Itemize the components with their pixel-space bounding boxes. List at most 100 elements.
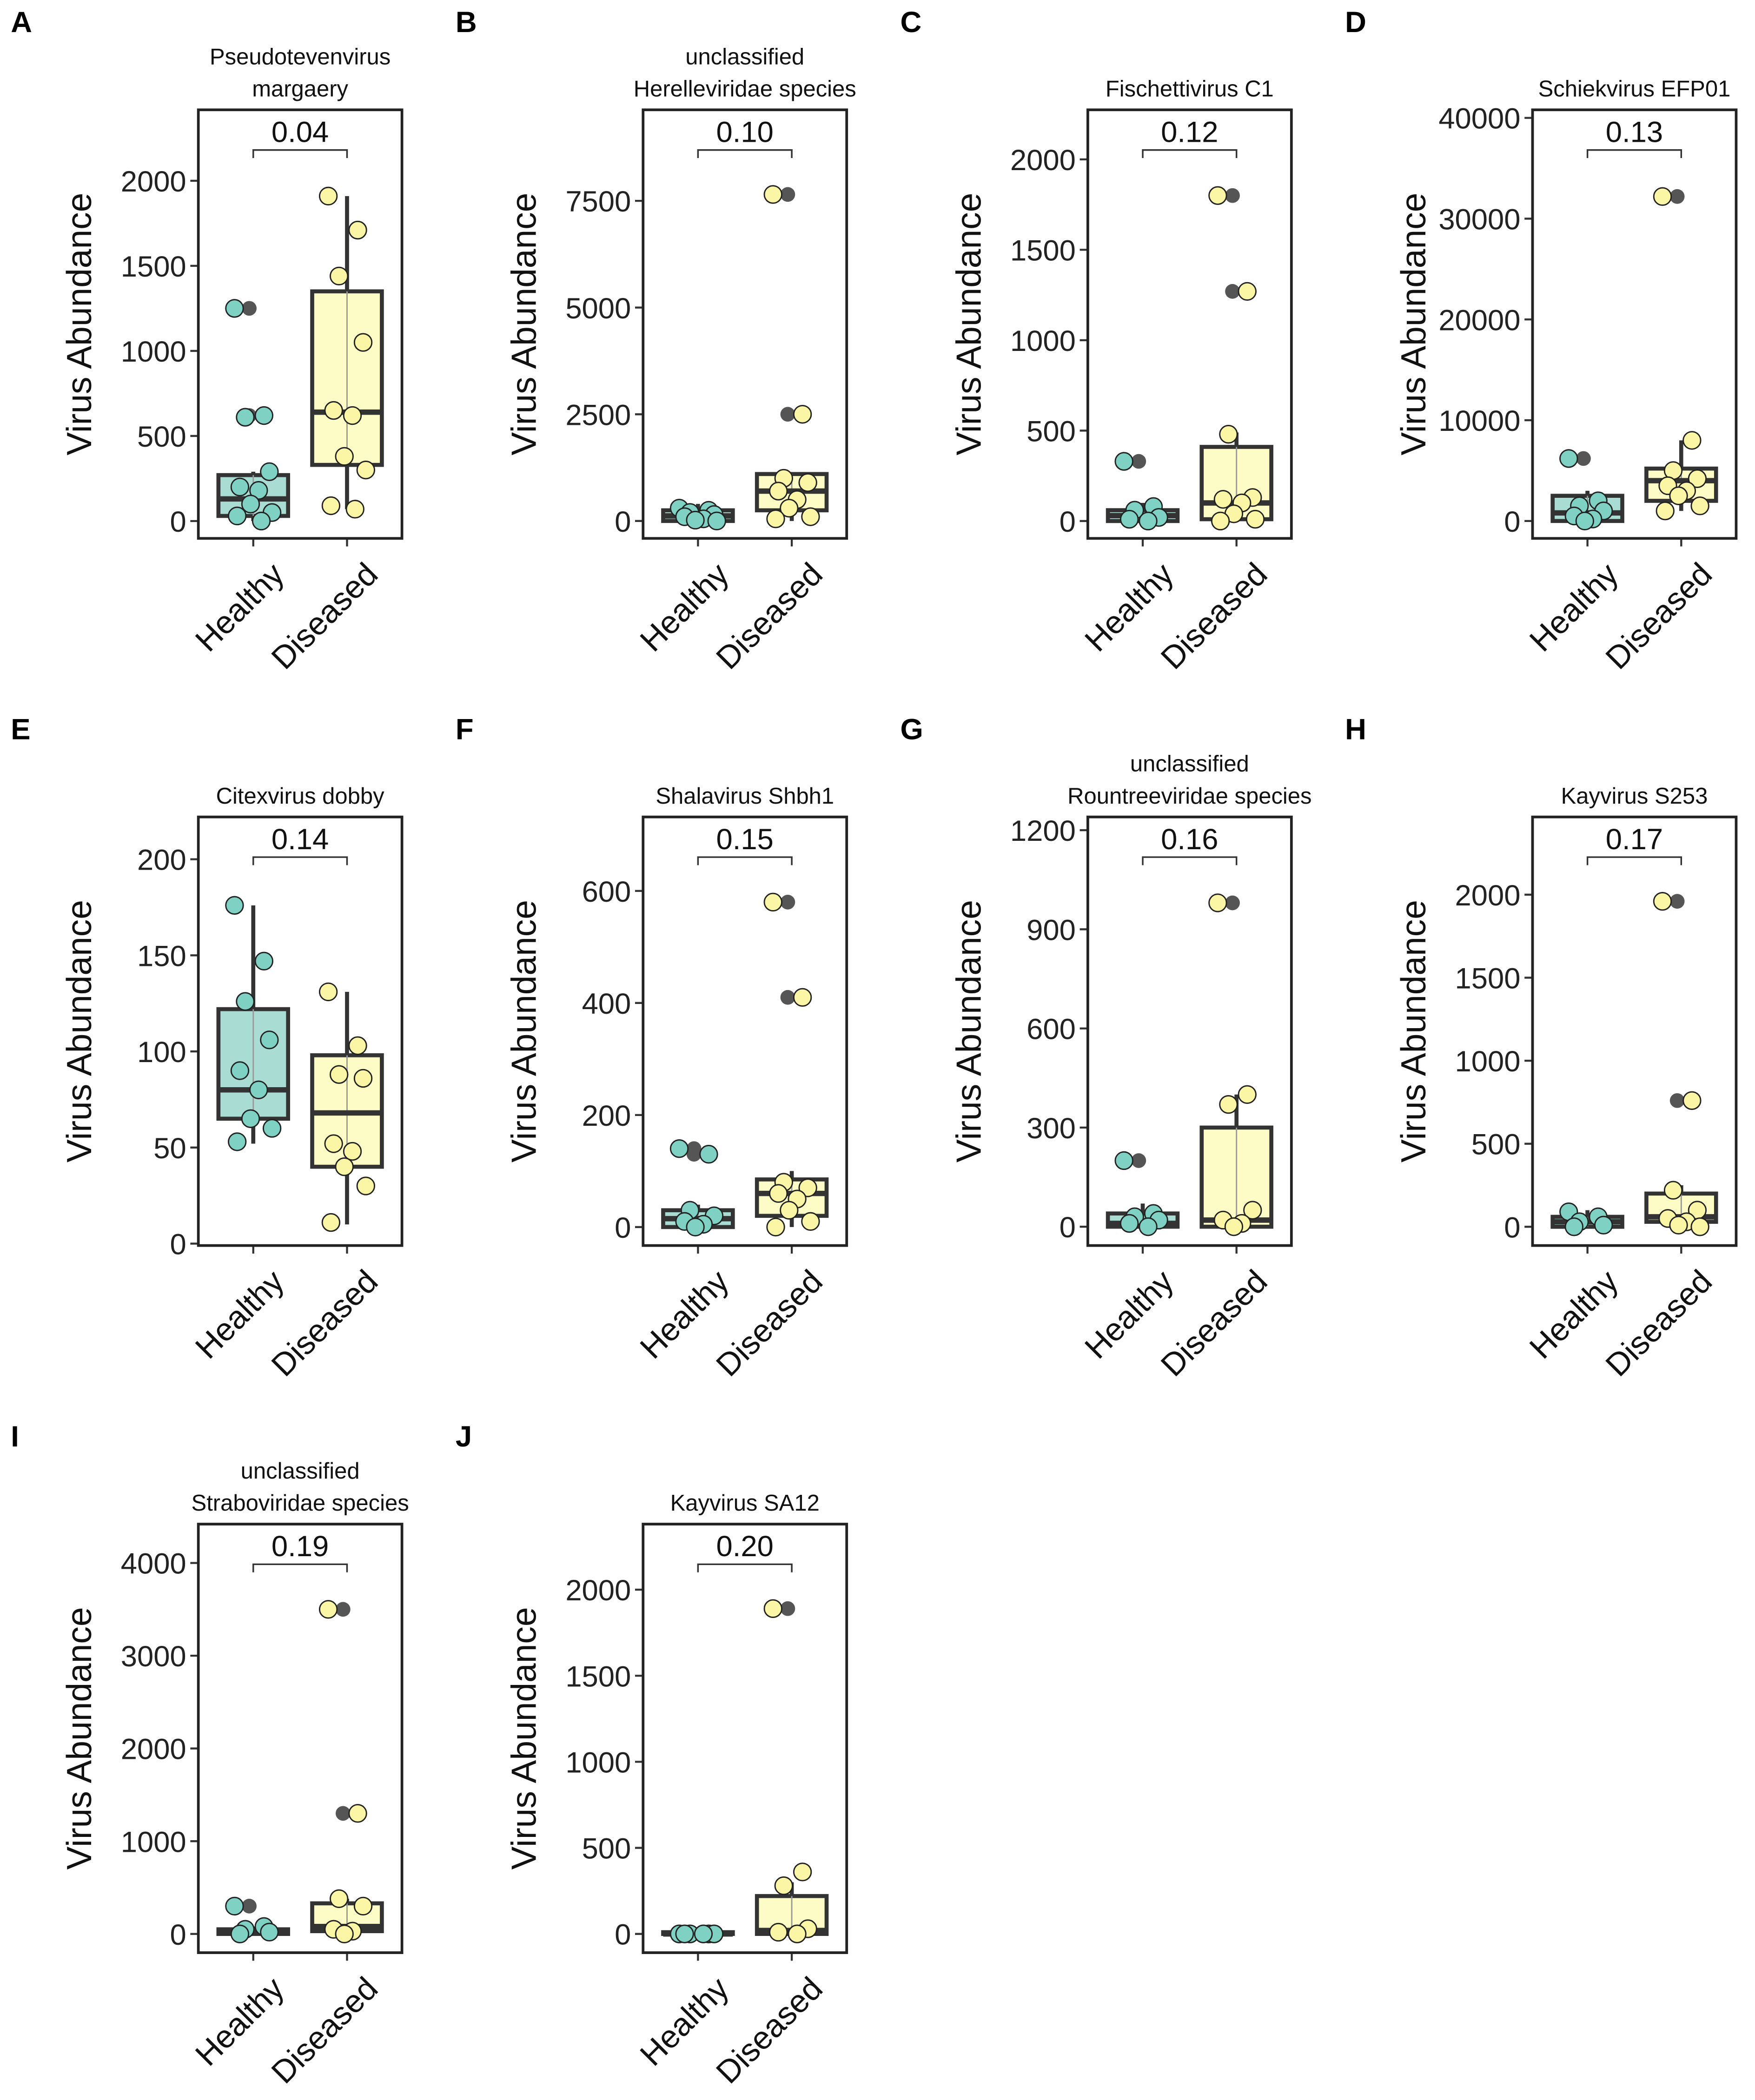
panel-title: Rountreeviridae species bbox=[1067, 784, 1311, 809]
panel-title: margaery bbox=[252, 76, 348, 101]
panel-e: E Citexvirus dobby Virus Abundance 0 50 100 15… bbox=[11, 713, 404, 1383]
diseased-point bbox=[1243, 1201, 1262, 1220]
y-tick-label: 1000 bbox=[1455, 1045, 1521, 1078]
y-tick-label: 1000 bbox=[121, 336, 186, 368]
outlier-point bbox=[780, 894, 795, 910]
outlier-point bbox=[780, 990, 795, 1005]
diseased-point bbox=[330, 1065, 349, 1084]
outlier-point bbox=[1225, 284, 1240, 299]
p-value-label: 0.14 bbox=[272, 823, 329, 856]
outlier-point bbox=[335, 1806, 351, 1821]
healthy-point bbox=[225, 1896, 244, 1916]
y-tick-label: 7500 bbox=[565, 185, 631, 218]
diseased-point bbox=[318, 186, 338, 206]
p-value-label: 0.15 bbox=[716, 823, 774, 856]
y-axis-label: Virus Abundance bbox=[949, 900, 988, 1162]
outlier-point bbox=[686, 1147, 702, 1162]
y-tick-label: 1500 bbox=[121, 251, 186, 283]
diseased-point bbox=[348, 1036, 367, 1055]
panel-title: Citexvirus dobby bbox=[216, 784, 384, 809]
panel-j: J Kayvirus SA12 Virus Abundance 0 500 1000 150… bbox=[456, 1420, 848, 2090]
panel-letter: E bbox=[11, 713, 30, 746]
healthy-point bbox=[249, 1080, 268, 1099]
y-tick-label: 500 bbox=[137, 421, 186, 453]
diseased-point bbox=[335, 1157, 354, 1176]
y-tick-label: 20000 bbox=[1438, 304, 1520, 337]
y-tick-label: 0 bbox=[615, 1212, 631, 1244]
diseased-point bbox=[348, 220, 367, 240]
y-tick-label: 200 bbox=[137, 844, 186, 877]
outlier-point bbox=[242, 1899, 257, 1914]
diseased-point bbox=[1238, 1085, 1257, 1104]
y-tick-label: 600 bbox=[582, 876, 631, 908]
y-axis-label: Virus Abundance bbox=[1394, 900, 1433, 1162]
healthy-point bbox=[230, 1061, 250, 1080]
y-axis-label: Virus Abundance bbox=[60, 1607, 99, 1870]
diseased-point bbox=[788, 1924, 807, 1943]
y-tick-label: 1000 bbox=[121, 1826, 186, 1858]
outlier-point bbox=[1669, 894, 1685, 909]
y-tick-label: 500 bbox=[1471, 1129, 1521, 1161]
plot-border bbox=[197, 108, 404, 540]
y-tick-label: 900 bbox=[1027, 914, 1076, 946]
healthy-point bbox=[260, 462, 279, 481]
healthy-point bbox=[1114, 452, 1133, 471]
y-tick-label: 2000 bbox=[1455, 879, 1521, 912]
healthy-point bbox=[236, 408, 255, 427]
plot-border bbox=[1086, 815, 1293, 1247]
diseased-point bbox=[774, 1876, 793, 1895]
outlier-point bbox=[1225, 188, 1240, 203]
diseased-point bbox=[1213, 490, 1233, 509]
diseased-point bbox=[324, 1134, 343, 1153]
diseased-point bbox=[798, 473, 817, 492]
diseased-point bbox=[348, 1804, 367, 1823]
y-tick-label: 100 bbox=[137, 1036, 186, 1069]
healthy-point bbox=[262, 1119, 282, 1138]
diseased-point bbox=[801, 1212, 820, 1231]
healthy-point bbox=[1139, 1217, 1158, 1236]
healthy-point bbox=[254, 951, 273, 971]
plot-border bbox=[1531, 815, 1738, 1247]
healthy-point bbox=[675, 1924, 694, 1943]
panel-f: F Shalavirus Shbh1 Virus Abundance 0 200 400 6… bbox=[456, 713, 848, 1383]
panel-title: Straboviridae species bbox=[192, 1491, 409, 1516]
panel-d: D Schiekvirus EFP01 Virus Abundance 0 10000 2… bbox=[1345, 6, 1738, 676]
healthy-point bbox=[1120, 509, 1139, 529]
diseased-point bbox=[1656, 502, 1675, 521]
panel-title: unclassified bbox=[1130, 752, 1249, 777]
y-tick-label: 5000 bbox=[565, 292, 631, 325]
outlier-point bbox=[1669, 189, 1685, 204]
diseased-point bbox=[766, 1217, 785, 1237]
healthy-point bbox=[686, 510, 705, 530]
y-tick-label: 1500 bbox=[565, 1660, 631, 1693]
panel-letter: F bbox=[456, 713, 474, 746]
y-tick-label: 500 bbox=[582, 1833, 631, 1865]
y-tick-label: 500 bbox=[1027, 415, 1076, 448]
healthy-point bbox=[260, 1030, 279, 1050]
diseased-point bbox=[780, 1201, 799, 1220]
y-tick-label: 0 bbox=[1060, 506, 1076, 538]
plot-border bbox=[642, 1523, 848, 1954]
diseased-point bbox=[353, 1069, 373, 1088]
diseased-point bbox=[769, 1184, 788, 1203]
healthy-point bbox=[1575, 511, 1595, 531]
healthy-point bbox=[1139, 511, 1158, 531]
p-value-label: 0.16 bbox=[1161, 823, 1218, 856]
y-tick-label: 0 bbox=[615, 1919, 631, 1951]
healthy-point bbox=[228, 506, 247, 526]
y-tick-label: 50 bbox=[153, 1132, 186, 1165]
diseased-point bbox=[1208, 186, 1227, 205]
diseased-point bbox=[1663, 1181, 1683, 1200]
panel-title: Kayvirus S253 bbox=[1561, 784, 1708, 809]
y-axis-label: Virus Abundance bbox=[504, 900, 543, 1162]
diseased-point bbox=[1245, 509, 1265, 529]
y-tick-label: 0 bbox=[1504, 1211, 1520, 1244]
significance-bracket bbox=[1142, 149, 1238, 158]
y-tick-label: 2500 bbox=[565, 399, 631, 431]
significance-bracket bbox=[697, 1563, 793, 1572]
diseased-point bbox=[330, 266, 349, 286]
p-value-label: 0.17 bbox=[1606, 823, 1663, 856]
